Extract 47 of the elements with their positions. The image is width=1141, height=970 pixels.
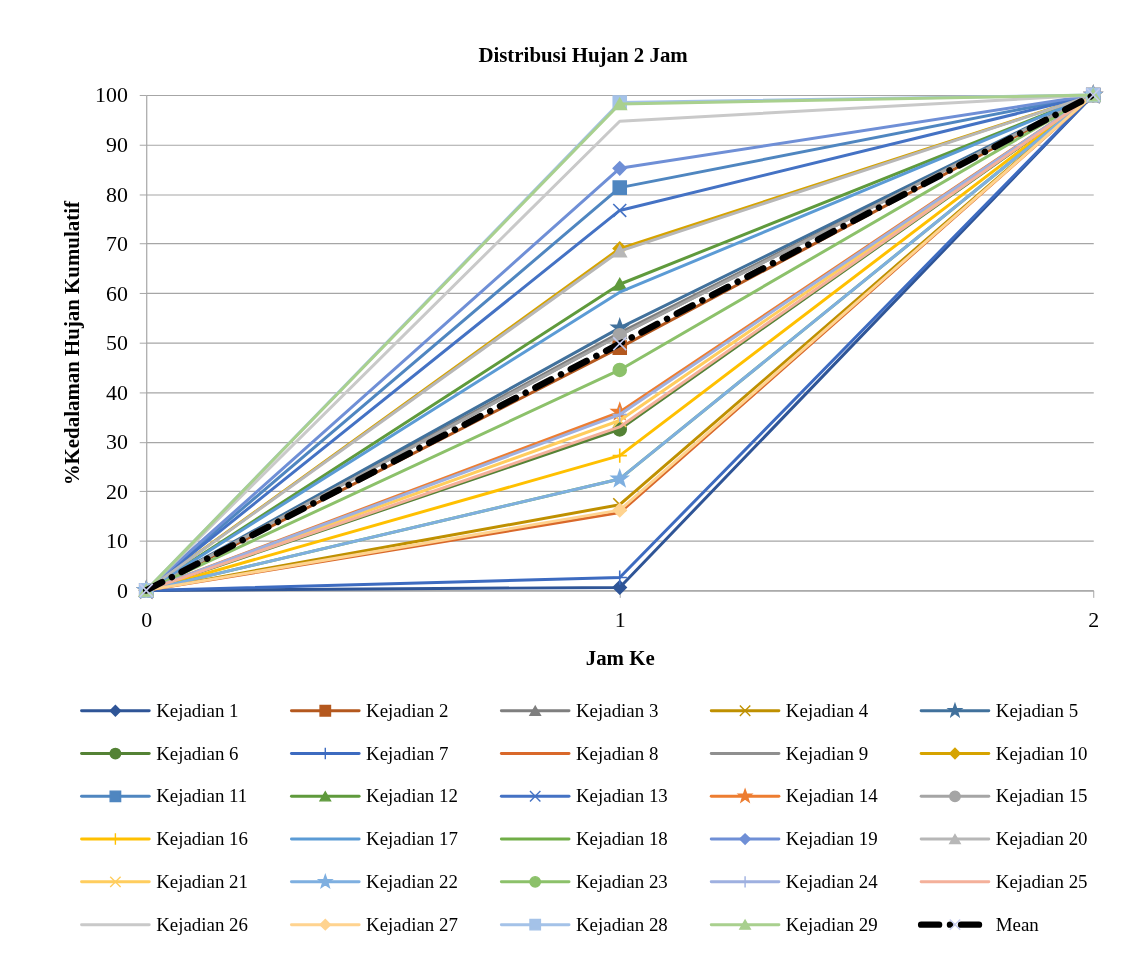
legend-label: Kejadian 22	[366, 870, 458, 892]
legend-label: Mean	[995, 913, 1040, 935]
legend-label: Kejadian 5	[995, 699, 1079, 721]
legend-label: Kejadian 18	[575, 828, 668, 850]
y-tick-label: 80	[105, 182, 128, 207]
legend-label: Kejadian 13	[575, 785, 668, 807]
legend-label: Kejadian 12	[366, 785, 458, 807]
legend-label: Kejadian 8	[575, 742, 659, 764]
legend-label: Kejadian 10	[995, 742, 1088, 764]
legend-label: Kejadian 20	[995, 828, 1088, 850]
legend-label: Kejadian 16	[156, 828, 248, 850]
y-tick-label: 70	[105, 232, 128, 257]
legend-label: Kejadian 17	[366, 828, 458, 850]
legend-label: Kejadian 11	[156, 785, 248, 807]
legend-label: Kejadian 6	[156, 742, 239, 764]
legend-label: Kejadian 29	[785, 913, 878, 935]
legend-label: Kejadian 25	[995, 870, 1088, 892]
x-tick-label: 2	[1088, 607, 1100, 632]
legend-label: Kejadian 9	[785, 742, 869, 764]
legend-label: Kejadian 4	[785, 699, 869, 721]
y-axis-title: %Kedalaman Hujan Kumulatif	[60, 200, 85, 486]
y-tick-label: 20	[105, 479, 128, 504]
y-tick-label: 60	[105, 281, 128, 306]
x-tick-label: 1	[614, 607, 626, 632]
y-tick-label: 30	[105, 430, 128, 455]
y-tick-label: 90	[105, 133, 128, 157]
legend-label: Kejadian 28	[575, 913, 668, 935]
legend-label: Kejadian 23	[575, 870, 668, 892]
legend-label: Kejadian 1	[156, 699, 239, 721]
legend-label: Kejadian 3	[575, 699, 659, 721]
legend-label: Kejadian 2	[366, 699, 449, 721]
y-tick-label: 40	[105, 380, 128, 405]
chart-title: Distribusi Hujan 2 Jam	[478, 42, 689, 67]
legend-label: Kejadian 7	[366, 742, 449, 764]
legend-label: Kejadian 21	[156, 870, 248, 892]
legend-label: Kejadian 15	[995, 785, 1088, 807]
legend-label: Kejadian 26	[156, 913, 248, 935]
y-tick-label: 10	[105, 529, 128, 554]
x-tick-label: 0	[141, 607, 153, 632]
x-axis-title: Jam Ke	[585, 645, 655, 670]
legend-label: Kejadian 19	[785, 828, 878, 850]
y-tick-label: 50	[105, 331, 128, 356]
y-tick-label: 100	[95, 83, 128, 108]
legend-label: Kejadian 27	[366, 913, 458, 935]
legend-label: Kejadian 14	[785, 785, 879, 807]
legend-label: Kejadian 24	[785, 870, 879, 892]
y-tick-label: 0	[116, 578, 128, 603]
